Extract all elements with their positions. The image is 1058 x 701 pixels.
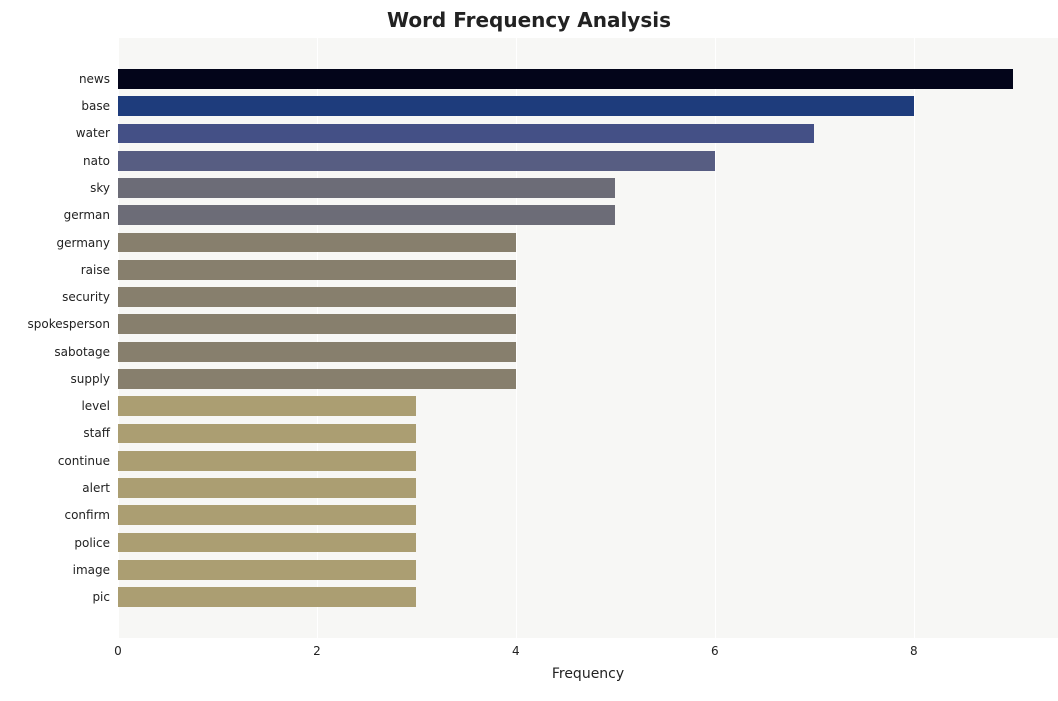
bar xyxy=(118,205,615,225)
x-tick-label: 2 xyxy=(313,644,321,658)
y-tick-label: raise xyxy=(81,263,110,277)
y-tick-label: nato xyxy=(83,154,110,168)
chart-title: Word Frequency Analysis xyxy=(0,8,1058,32)
y-tick-label: confirm xyxy=(64,508,110,522)
y-tick-label: news xyxy=(79,72,110,86)
bar xyxy=(118,260,516,280)
figure: Word Frequency Analysis Frequency 02468n… xyxy=(0,0,1058,701)
y-tick-label: alert xyxy=(82,481,110,495)
bar xyxy=(118,69,1013,89)
bar xyxy=(118,478,416,498)
bar xyxy=(118,178,615,198)
bar xyxy=(118,342,516,362)
y-tick-label: staff xyxy=(83,426,110,440)
bar xyxy=(118,587,416,607)
bar xyxy=(118,451,416,471)
bar xyxy=(118,287,516,307)
plot-area: Frequency 02468newsbasewaternatoskygerma… xyxy=(118,38,1058,638)
y-tick-label: base xyxy=(81,99,110,113)
y-tick-label: police xyxy=(74,536,110,550)
bar xyxy=(118,533,416,553)
y-tick-label: spokesperson xyxy=(28,317,111,331)
bar xyxy=(118,505,416,525)
bar xyxy=(118,396,416,416)
x-tick-label: 6 xyxy=(711,644,719,658)
x-tick-label: 8 xyxy=(910,644,918,658)
y-tick-label: water xyxy=(76,126,110,140)
y-tick-label: level xyxy=(81,399,110,413)
bar xyxy=(118,96,914,116)
y-tick-label: sky xyxy=(90,181,110,195)
x-tick-label: 0 xyxy=(114,644,122,658)
bar xyxy=(118,369,516,389)
bar xyxy=(118,151,715,171)
y-tick-label: image xyxy=(73,563,110,577)
y-tick-label: german xyxy=(64,208,110,222)
bar xyxy=(118,233,516,253)
x-axis-label: Frequency xyxy=(552,666,624,682)
y-tick-label: sabotage xyxy=(54,345,110,359)
bar xyxy=(118,314,516,334)
y-tick-label: continue xyxy=(58,454,110,468)
y-tick-label: supply xyxy=(70,372,110,386)
bar xyxy=(118,560,416,580)
bar xyxy=(118,124,814,144)
y-tick-label: germany xyxy=(57,236,110,250)
x-tick-label: 4 xyxy=(512,644,520,658)
y-tick-label: pic xyxy=(92,590,110,604)
bar xyxy=(118,424,416,444)
x-gridline xyxy=(914,38,915,638)
y-tick-label: security xyxy=(62,290,110,304)
